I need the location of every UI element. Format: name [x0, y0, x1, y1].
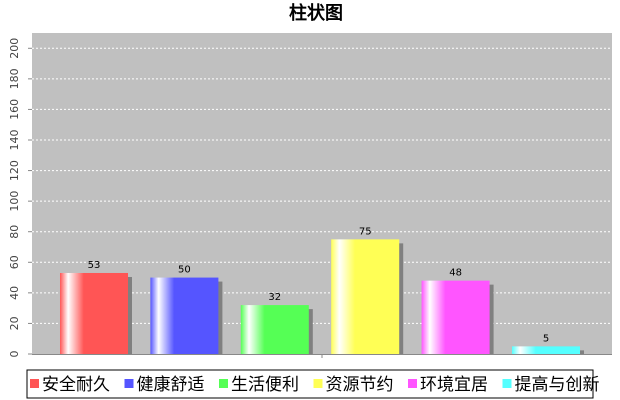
legend-swatch: [219, 379, 228, 388]
legend-label: 提高与创新: [515, 375, 600, 395]
y-tick-label: 120: [8, 160, 21, 181]
legend-label: 健康舒适: [137, 375, 205, 395]
legend-swatch: [313, 379, 323, 388]
data-label: 50: [178, 265, 191, 276]
y-tick-label: 60: [8, 255, 21, 269]
bar: [331, 239, 400, 354]
y-tick-label: 0: [8, 351, 21, 358]
y-tick-label: 80: [8, 225, 21, 239]
y-tick-label: 160: [8, 99, 21, 120]
legend-swatch: [124, 379, 134, 388]
legend-label: 安全耐久: [42, 375, 110, 395]
y-tick-label: 140: [8, 130, 21, 151]
data-label: 48: [449, 268, 462, 279]
legend-label: 资源节约: [326, 375, 394, 395]
y-tick-label: 200: [8, 38, 21, 59]
bar: [512, 346, 580, 354]
bar: [60, 272, 128, 354]
data-label: 75: [359, 226, 372, 237]
bar: [240, 305, 309, 354]
y-tick-label: 180: [8, 68, 21, 89]
legend-label: 生活便利: [231, 375, 299, 395]
chart-title: 柱状图: [289, 2, 343, 24]
y-tick-label: 40: [8, 286, 21, 300]
y-tick-label: 100: [8, 191, 21, 212]
legend-swatch: [30, 379, 39, 388]
bar: [150, 277, 219, 354]
legend-swatch: [502, 379, 512, 388]
legend-label: 环境宜居: [420, 375, 488, 395]
legend-box: [26, 369, 594, 399]
data-label: 53: [88, 260, 101, 271]
bar: [421, 280, 490, 354]
data-label: 5: [543, 333, 549, 344]
data-label: 32: [268, 292, 281, 303]
legend-swatch: [408, 379, 417, 388]
y-tick-label: 20: [8, 316, 21, 330]
